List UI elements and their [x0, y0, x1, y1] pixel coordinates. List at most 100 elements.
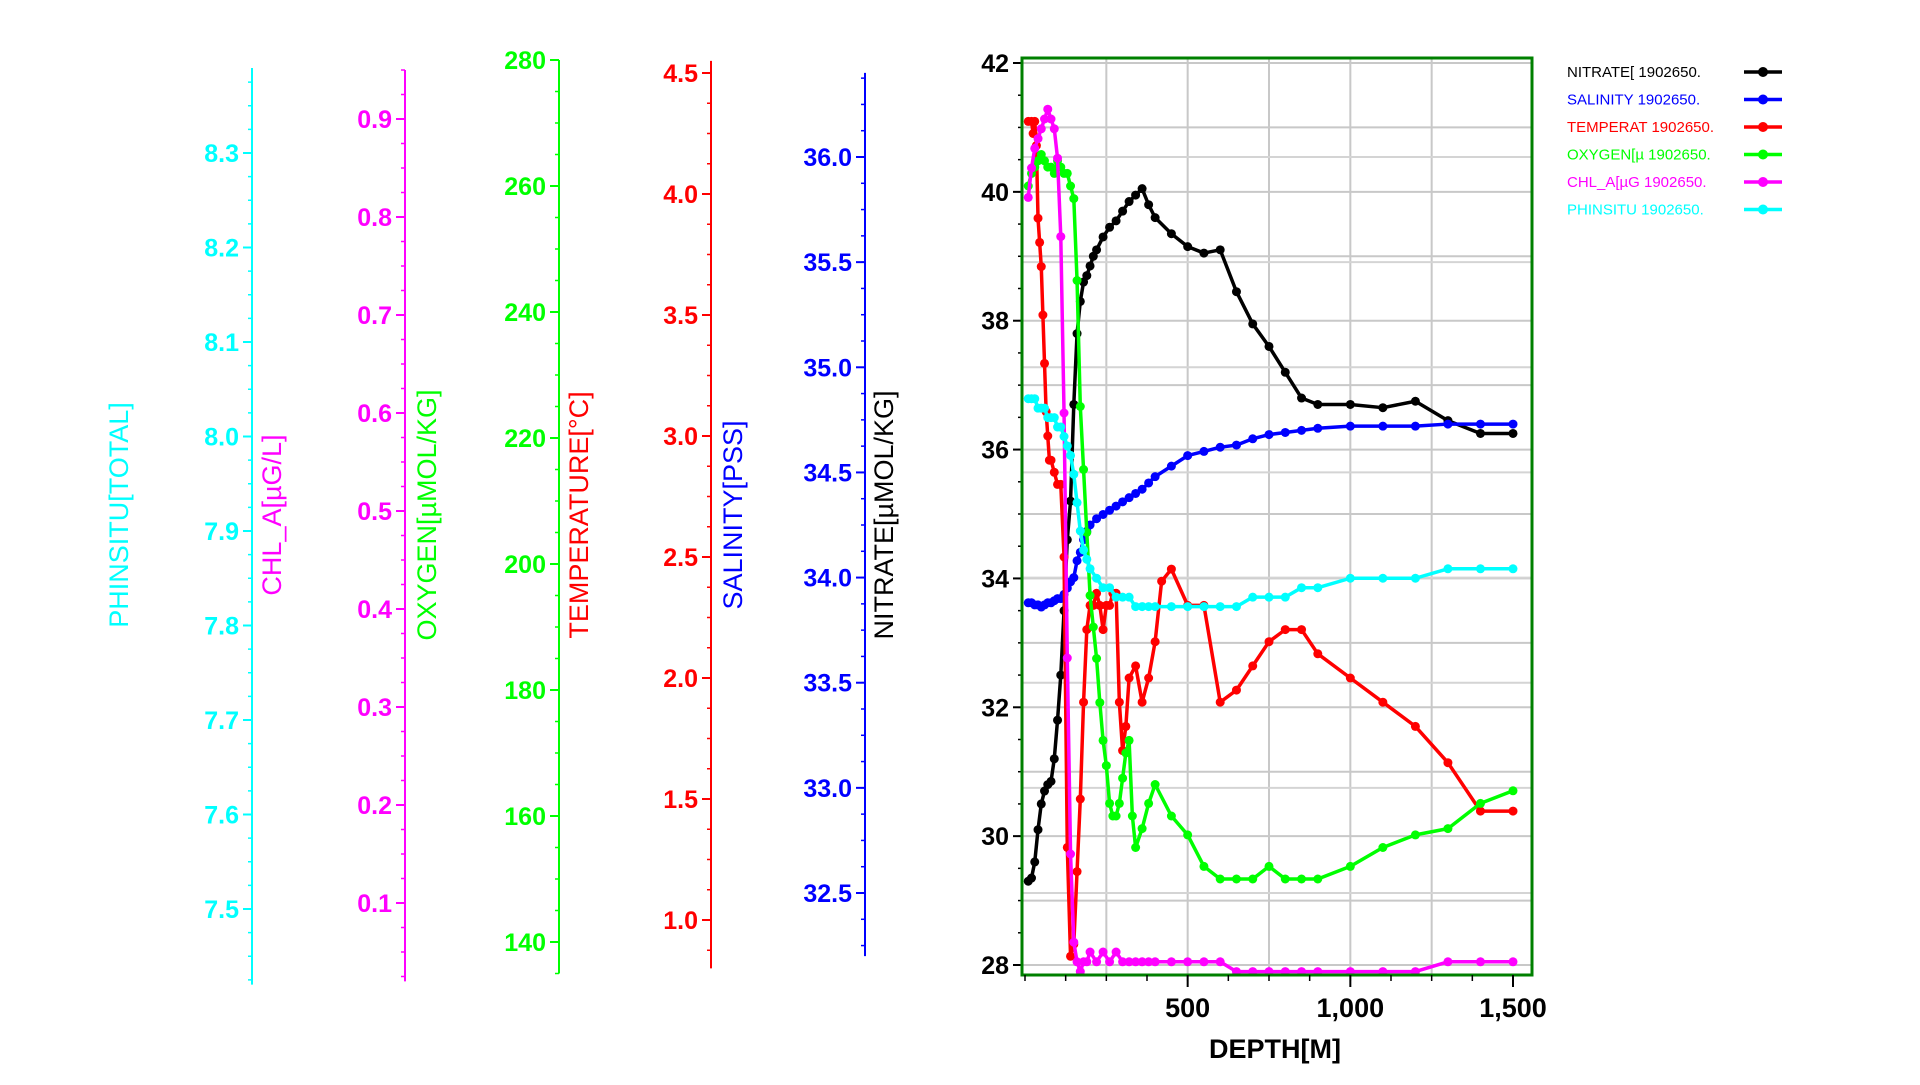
data-point — [1111, 592, 1121, 602]
data-point — [1150, 472, 1160, 482]
data-point — [1033, 134, 1043, 144]
data-point — [1098, 509, 1108, 519]
data-point — [1137, 697, 1147, 707]
tick-label: 0.1 — [357, 890, 392, 918]
data-point — [1049, 467, 1059, 477]
legend-label: PHINSITU 1902650. — [1567, 202, 1704, 219]
data-point — [1131, 957, 1141, 967]
data-point — [1114, 697, 1124, 707]
data-point — [1118, 773, 1128, 783]
data-point — [1030, 857, 1040, 867]
data-point — [1199, 248, 1209, 258]
data-point — [1313, 874, 1323, 884]
tick-label: 4.5 — [663, 60, 698, 88]
data-point — [1036, 262, 1046, 272]
data-point — [1264, 430, 1274, 440]
data-point — [1069, 469, 1079, 479]
tick-label: 7.7 — [204, 707, 239, 735]
legend-item: TEMPERAT 1902650. — [1567, 119, 1782, 136]
series-phinsitu — [1023, 394, 1518, 612]
tick-label: 36 — [981, 437, 1009, 465]
data-point — [1062, 441, 1072, 451]
data-point — [1095, 600, 1105, 610]
legend-item: CHL_A[µG 1902650. — [1567, 174, 1782, 191]
data-point — [1111, 501, 1121, 511]
data-point — [1111, 811, 1121, 821]
data-point — [1072, 276, 1082, 285]
data-point — [1166, 461, 1176, 471]
legend-item: OXYGEN[µ 1902650. — [1567, 147, 1782, 164]
data-point — [1313, 649, 1323, 659]
data-point — [1082, 271, 1092, 281]
data-point — [1166, 811, 1176, 821]
data-point — [1033, 825, 1043, 835]
tick-label: 42 — [981, 50, 1009, 78]
data-point — [1183, 602, 1193, 612]
legend-label: NITRATE[ 1902650. — [1567, 64, 1701, 81]
tick-label: 140 — [504, 929, 546, 957]
data-point — [1215, 602, 1225, 612]
data-point — [1049, 754, 1059, 764]
data-point — [1131, 602, 1141, 612]
data-point — [1378, 843, 1388, 852]
tick-label: 1.5 — [663, 786, 698, 814]
tick-label: 2.5 — [663, 544, 698, 572]
data-point — [1085, 564, 1095, 574]
legend-marker — [1758, 204, 1768, 215]
tick-label: 260 — [504, 173, 546, 201]
data-point — [1030, 143, 1040, 153]
data-point — [1046, 455, 1056, 465]
data-point — [1231, 440, 1241, 450]
data-point — [1264, 341, 1274, 351]
data-point — [1215, 957, 1225, 967]
data-point — [1040, 114, 1050, 124]
legend: NITRATE[ 1902650. SALINITY 1902650. TEMPER… — [1567, 64, 1782, 219]
data-point — [1475, 806, 1485, 816]
data-point — [1150, 957, 1160, 967]
data-point — [1345, 673, 1355, 683]
data-point — [1248, 661, 1258, 671]
data-point — [1118, 592, 1128, 602]
data-point — [1035, 237, 1045, 247]
data-point — [1085, 947, 1095, 957]
y-axis-nitrate: 28 30 32 34 36 38 40 42 NITRATE[µMOL/KG] — [869, 50, 1022, 980]
tick-label: 30 — [981, 823, 1009, 851]
data-point — [1157, 576, 1167, 586]
tick-label: 3.5 — [663, 302, 698, 330]
data-point — [1144, 200, 1154, 210]
y-axis-phinsitu: 7.5 7.6 7.7 7.8 7.9 8.0 8.1 8.2 8.3 PHINSITU[TOTA… — [104, 67, 253, 985]
data-point — [1297, 625, 1307, 635]
legend-item: NITRATE[ 1902650. — [1567, 64, 1782, 81]
data-point — [1030, 394, 1040, 404]
data-point — [1297, 425, 1307, 435]
data-point — [1280, 427, 1290, 437]
tick-label: 0.9 — [357, 106, 392, 134]
data-point — [1443, 564, 1453, 574]
y-axis-temperature: 1.0 1.5 2.0 2.5 3.0 3.5 4.0 4.5 TEMPERATURE[°C] — [564, 60, 712, 969]
tick-label: 34.5 — [803, 459, 852, 487]
data-point — [1082, 957, 1092, 967]
data-point — [1111, 947, 1121, 957]
data-point — [1105, 583, 1115, 593]
data-point — [1043, 104, 1053, 114]
series-group — [1023, 104, 1518, 977]
data-point — [1144, 957, 1154, 967]
tick-label: 32 — [981, 694, 1009, 722]
data-point — [1378, 573, 1388, 583]
tick-label: 1.0 — [663, 907, 698, 935]
tick-label: 3.0 — [663, 423, 698, 451]
tick-label: 34.0 — [803, 565, 852, 593]
data-point — [1053, 715, 1063, 725]
data-point — [1131, 190, 1141, 200]
data-point — [1131, 661, 1141, 671]
data-point — [1056, 479, 1066, 489]
axis-title-phinsitu: PHINSITU[TOTAL] — [104, 402, 134, 628]
data-point — [1124, 673, 1134, 683]
tick-label: 28 — [981, 952, 1009, 980]
legend-marker — [1758, 122, 1768, 132]
data-point — [1098, 735, 1108, 745]
data-point — [1150, 213, 1160, 223]
legend-marker — [1758, 149, 1768, 160]
data-point — [1085, 261, 1095, 271]
